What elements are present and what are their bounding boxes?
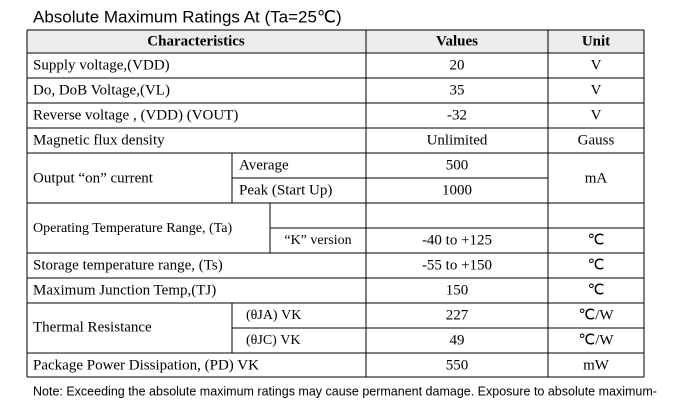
cell: ℃/W [578, 307, 614, 323]
cell: (θJC) VK [246, 333, 301, 348]
cell: mA [585, 170, 608, 186]
cell: Maximum Junction Temp,(TJ) [33, 282, 216, 298]
cell: Output “on” current [33, 170, 154, 186]
cell: V [591, 107, 602, 123]
cell: ℃ [588, 257, 605, 273]
cell: 20 [450, 57, 465, 73]
cell: Unlimited [427, 132, 488, 148]
cell: -32 [447, 107, 467, 123]
cell: Thermal Resistance [33, 319, 152, 335]
cell: (θJA) VK [246, 308, 301, 323]
cell: mW [583, 357, 610, 373]
cell: Supply voltage,(VDD) [33, 57, 170, 73]
cell: “K” version [284, 233, 351, 248]
cell: Average [239, 157, 289, 173]
cell: Package Power Dissipation, (PD) VK [33, 357, 259, 373]
cell: V [591, 57, 602, 73]
cell: ℃ [588, 232, 605, 248]
cell: 1000 [442, 182, 472, 198]
cell: Do, DoB Voltage,(VL) [33, 82, 170, 98]
cell: Gauss [578, 132, 615, 148]
header-cell: Unit [582, 33, 610, 49]
cell: ℃ [588, 282, 605, 298]
header-bg [27, 30, 644, 53]
cell: 49 [450, 332, 465, 348]
cell: 35 [450, 82, 465, 98]
cell: Operating Temperature Range, (Ta) [33, 221, 232, 236]
cell: 227 [446, 307, 469, 323]
header-cell: Characteristics [147, 33, 245, 49]
note: Note: Exceeding the absolute maximum rat… [33, 384, 657, 398]
cell: -55 to +150 [422, 257, 492, 273]
cell: Reverse voltage , (VDD) (VOUT) [33, 107, 238, 123]
cell: Storage temperature range, (Ts) [33, 257, 223, 273]
cell: V [591, 82, 602, 98]
cell: 550 [446, 357, 469, 373]
cell: 150 [446, 282, 469, 298]
header-cell: Values [436, 33, 478, 49]
cell: -40 to +125 [422, 232, 492, 248]
cell: 500 [446, 157, 469, 173]
title: Absolute Maximum Ratings At (Ta=25℃) [33, 7, 342, 26]
cell: Magnetic flux density [33, 132, 165, 148]
grid [26, 29, 645, 378]
cell: Peak (Start Up) [239, 182, 332, 198]
cell: ℃/W [578, 332, 614, 348]
